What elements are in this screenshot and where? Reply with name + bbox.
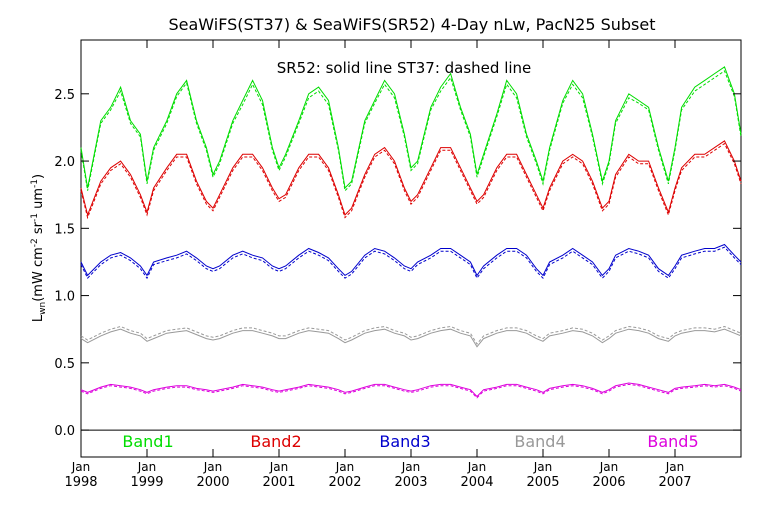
x-tick-month: Jan (599, 460, 619, 474)
chart-subtitle: SR52: solid line ST37: dashed line (277, 59, 532, 77)
y-axis-label-exp1: -2 (30, 238, 40, 247)
x-tick-label: 2004 (460, 475, 493, 490)
y-axis-label-end: ) (31, 174, 46, 179)
legend-band5-label: Band5 (647, 432, 698, 451)
x-tick-label: 2005 (526, 475, 559, 490)
series-band5-sr52-solid-line (80, 382, 742, 398)
x-tick-month: Jan (665, 460, 685, 474)
x-tick-month: Jan (71, 460, 91, 474)
legend-band4-label: Band4 (514, 432, 565, 451)
x-tick-label: 2007 (658, 475, 691, 490)
x-tick-label: 2001 (262, 475, 295, 490)
chart-title: SeaWiFS(ST37) & SeaWiFS(SR52) 4-Day nLw,… (168, 15, 655, 34)
series-band3-sr52-solid-line (80, 243, 742, 277)
y-axis-label-sub: wn (38, 302, 48, 315)
x-tick-month: Jan (401, 460, 421, 474)
series-band5-st37-dashed-line (80, 383, 742, 399)
series-band4-sr52-solid-line (80, 328, 742, 348)
legend-band2-label: Band2 (250, 432, 301, 451)
series-band1-sr52-solid-line (80, 66, 742, 190)
y-axis-label-mid2: um (31, 188, 46, 213)
x-tick-label: 2006 (592, 475, 625, 490)
x-ticks-group: Jan1998Jan1999Jan2000Jan2001Jan2002Jan20… (64, 40, 692, 490)
series-band3-st37-dashed-line (80, 246, 742, 280)
x-tick-month: Jan (467, 460, 487, 474)
x-tick-label: 2003 (394, 475, 427, 490)
y-axis-label-exp3: -1 (30, 179, 40, 188)
y-tick-label: 2.5 (54, 88, 75, 103)
x-tick-label: 2000 (196, 475, 229, 490)
y-axis-label-exp2: -1 (30, 213, 40, 222)
x-tick-month: Jan (269, 460, 289, 474)
y-axis-label: Lwn(mW cm-2 sr-1 um-1) (30, 174, 48, 322)
legend-band3-label: Band3 (379, 432, 430, 451)
y-axis-label-main: L (31, 314, 46, 322)
series-band2-sr52-solid-line (80, 140, 742, 217)
y-axis-label-units: (mW cm (31, 247, 46, 302)
y-tick-label: 1.5 (54, 222, 75, 237)
series-group (80, 66, 742, 399)
y-axis-label-mid1: sr (31, 221, 46, 238)
x-tick-label: 1998 (64, 475, 97, 490)
y-tick-label: 0.0 (54, 424, 75, 439)
y-tick-label: 2.0 (54, 155, 75, 170)
series-band4-st37-dashed-line (80, 325, 742, 345)
x-tick-month: Jan (533, 460, 553, 474)
y-tick-label: 0.5 (54, 357, 75, 372)
legend-band1-label: Band1 (122, 432, 173, 451)
y-tick-label: 1.0 (54, 290, 75, 305)
legend-group: Band1 Band2 Band3 Band4 Band5 (122, 432, 698, 451)
x-tick-month: Jan (203, 460, 223, 474)
x-tick-label: 1999 (130, 475, 163, 490)
x-tick-month: Jan (335, 460, 355, 474)
y-ticks-group: 0.0 0.5 1.0 1.5 2.0 2.5 (54, 88, 741, 439)
series-band1-st37-dashed-line (80, 70, 742, 192)
x-tick-month: Jan (137, 460, 157, 474)
series-band2-st37-dashed-line (80, 142, 742, 220)
x-tick-label: 2002 (328, 475, 361, 490)
